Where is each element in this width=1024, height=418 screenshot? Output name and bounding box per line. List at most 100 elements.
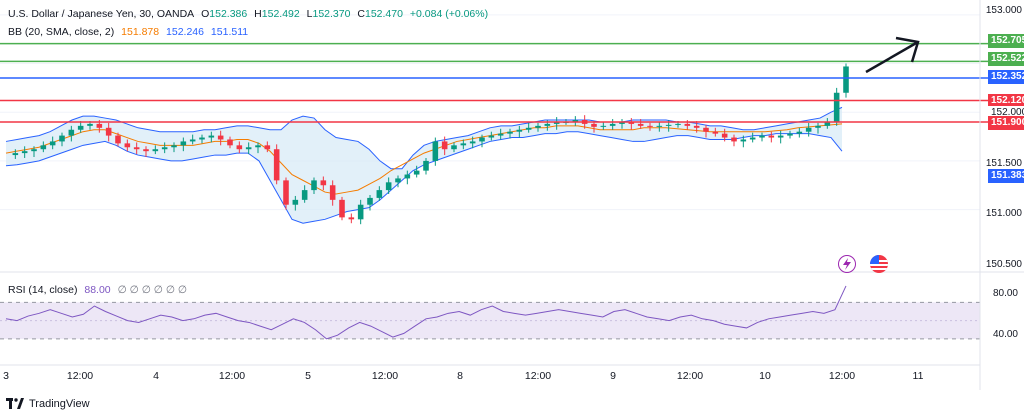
candle-body bbox=[348, 217, 355, 220]
candle-body bbox=[413, 170, 420, 175]
candle bbox=[357, 199, 364, 225]
price-tag-bb-lower: 151.383 bbox=[988, 169, 1024, 183]
rsi-value: 88.00 bbox=[84, 284, 111, 296]
candle bbox=[199, 134, 205, 144]
candle bbox=[59, 132, 65, 147]
candle-body bbox=[189, 139, 196, 142]
time-tick: 12:00 bbox=[524, 370, 552, 382]
candle bbox=[535, 122, 541, 132]
candle bbox=[525, 122, 532, 133]
candlestick-series bbox=[12, 63, 849, 225]
candle-body bbox=[199, 137, 205, 140]
symbol-label[interactable]: U.S. Dollar / Japanese Yen, 30, OANDA bbox=[8, 8, 195, 20]
candle-body bbox=[535, 125, 541, 128]
candle bbox=[507, 128, 513, 139]
candle-body bbox=[833, 92, 840, 122]
candle bbox=[787, 130, 793, 139]
candle-body bbox=[124, 143, 131, 148]
candle bbox=[105, 122, 112, 142]
candle-body bbox=[572, 120, 579, 122]
grid-lines bbox=[0, 14, 980, 211]
candle bbox=[591, 120, 597, 133]
brand-logo[interactable]: TradingView bbox=[6, 398, 90, 410]
price-tick: 151.500 bbox=[985, 158, 1022, 169]
candle bbox=[404, 170, 411, 185]
candle-body bbox=[59, 135, 65, 142]
candle bbox=[647, 122, 653, 131]
us-flag-icon[interactable] bbox=[870, 255, 888, 273]
candle bbox=[311, 177, 317, 195]
price-tag-resistance: 152.705 bbox=[988, 34, 1024, 48]
candle bbox=[264, 141, 271, 153]
price-tag-support: 152.120 bbox=[988, 94, 1024, 108]
price-tick: 153.000 bbox=[985, 5, 1022, 16]
candle-body bbox=[12, 153, 19, 156]
time-tick: 12:00 bbox=[371, 370, 399, 382]
candle-body bbox=[796, 131, 803, 134]
candle bbox=[180, 137, 187, 152]
candle bbox=[339, 196, 345, 221]
candle bbox=[768, 131, 775, 143]
lightning-icon[interactable] bbox=[838, 255, 856, 273]
candle-body bbox=[488, 135, 495, 138]
candle-body bbox=[460, 143, 467, 146]
candle-body bbox=[525, 127, 532, 130]
candle bbox=[31, 146, 37, 158]
candle-body bbox=[731, 137, 737, 142]
candle bbox=[124, 139, 131, 152]
candle-body bbox=[712, 131, 719, 134]
candle bbox=[367, 194, 373, 211]
candle-body bbox=[703, 127, 709, 132]
candle-body bbox=[441, 141, 448, 150]
candle bbox=[320, 176, 327, 191]
candle bbox=[432, 137, 439, 166]
rsi-label[interactable]: RSI (14, close) bbox=[8, 284, 78, 296]
candle bbox=[49, 136, 56, 150]
candle bbox=[796, 127, 803, 138]
price-tag-support: 151.900 bbox=[988, 116, 1024, 130]
candle-body bbox=[759, 135, 765, 138]
candle bbox=[777, 130, 784, 144]
candle bbox=[460, 139, 467, 150]
candle-body bbox=[591, 123, 597, 127]
candle bbox=[609, 119, 616, 130]
candle bbox=[385, 177, 392, 195]
candle-body bbox=[516, 129, 523, 132]
candle-body bbox=[311, 180, 317, 191]
candle bbox=[208, 131, 215, 143]
candle bbox=[721, 128, 728, 142]
close-value: 152.470 bbox=[364, 8, 403, 20]
candle bbox=[283, 177, 289, 210]
time-tick: 11 bbox=[912, 370, 924, 382]
low-value: 152.370 bbox=[312, 8, 351, 20]
candle bbox=[637, 119, 644, 129]
time-tick: 9 bbox=[610, 370, 616, 382]
bb-label[interactable]: BB (20, SMA, close, 2) bbox=[8, 26, 115, 38]
candle-body bbox=[404, 174, 411, 179]
candle-body bbox=[451, 145, 457, 150]
candle-body bbox=[245, 147, 252, 150]
time-tick: 4 bbox=[153, 370, 159, 382]
change-value: +0.084 (+0.06%) bbox=[409, 8, 489, 20]
candle bbox=[488, 131, 495, 141]
candle bbox=[413, 165, 420, 178]
candle-body bbox=[619, 121, 625, 124]
candle bbox=[628, 118, 635, 130]
ohlc-legend: U.S. Dollar / Japanese Yen, 30, OANDA O1… bbox=[8, 8, 492, 20]
candle-body bbox=[628, 121, 635, 124]
candle bbox=[833, 87, 840, 126]
price-tick: 151.000 bbox=[985, 208, 1022, 219]
candle bbox=[712, 127, 719, 137]
candle-body bbox=[815, 125, 821, 128]
candle bbox=[553, 117, 560, 130]
candle-body bbox=[68, 129, 75, 136]
rsi-tick: 40.00 bbox=[992, 329, 1018, 340]
candle bbox=[600, 121, 607, 130]
bb-basis-value: 151.878 bbox=[121, 26, 160, 38]
candle-body bbox=[553, 121, 560, 124]
candle-body bbox=[301, 190, 308, 200]
candle-body bbox=[777, 135, 784, 138]
price-tick: 150.500 bbox=[985, 259, 1022, 270]
candle bbox=[451, 142, 457, 153]
